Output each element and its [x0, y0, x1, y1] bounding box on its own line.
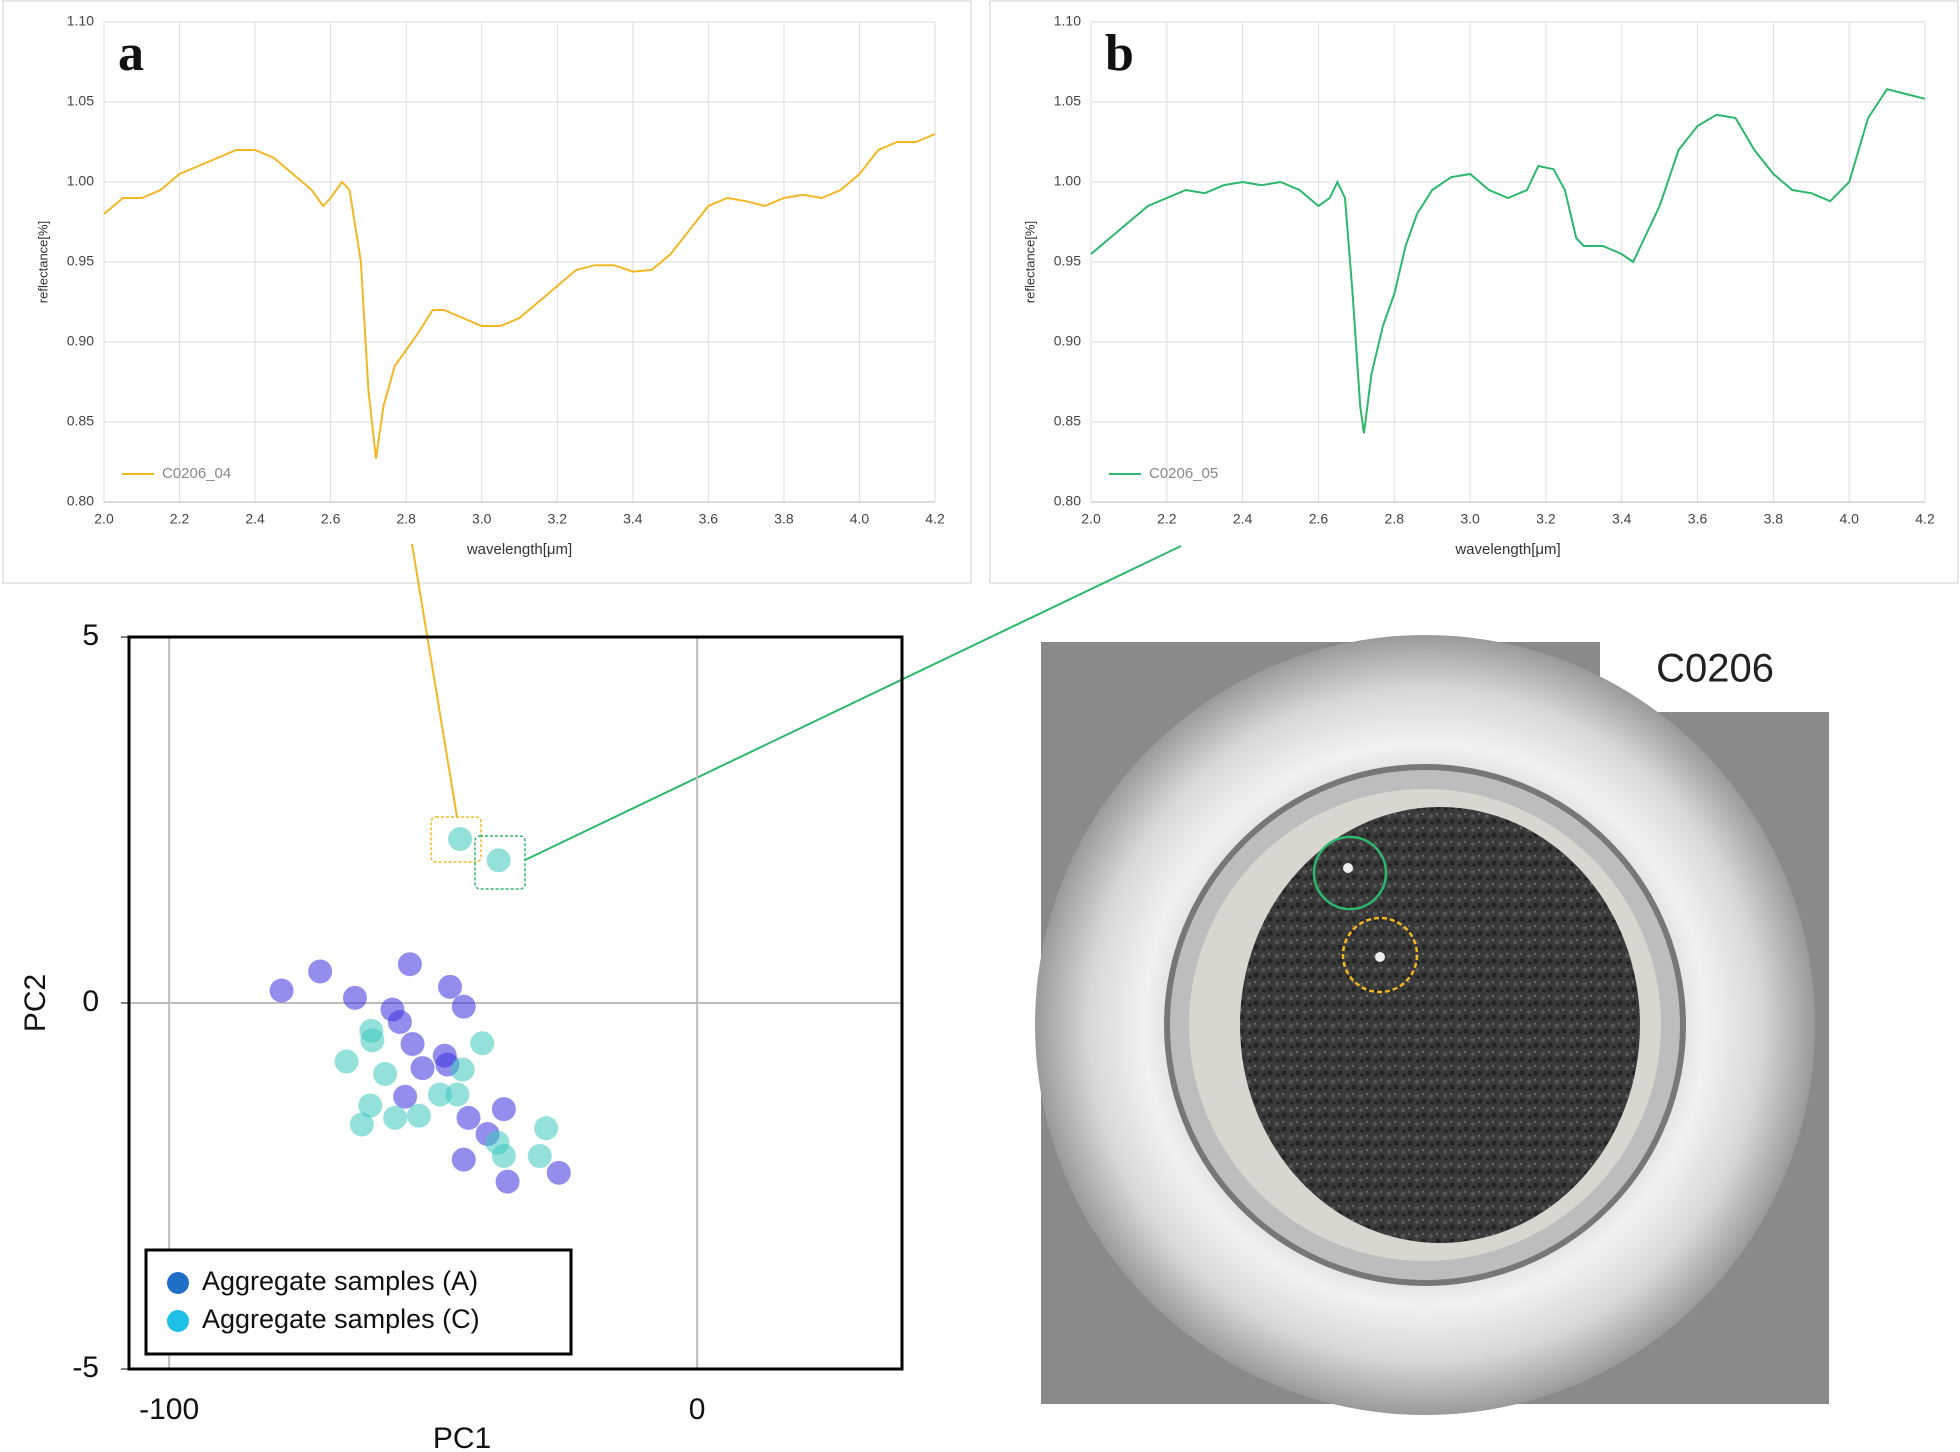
point — [334, 1049, 359, 1074]
x-tick-label: 3.4 — [623, 511, 643, 527]
y-tick-label: 1.00 — [1054, 173, 1081, 189]
x-tick-label: 2.2 — [170, 511, 190, 527]
x-tick-label: 2.6 — [321, 511, 341, 527]
x-axis-title: wavelength[μm] — [1454, 541, 1560, 558]
x-tick-label: -100 — [139, 1393, 199, 1426]
y-tick-label: 0.90 — [67, 333, 94, 349]
x-tick-label: 3.6 — [1688, 511, 1708, 527]
point — [360, 1028, 385, 1053]
y-tick-label: 1.10 — [67, 13, 94, 29]
x-tick-label: 4.0 — [1839, 511, 1859, 527]
point — [410, 1056, 435, 1081]
x-tick-label: 2.8 — [396, 511, 416, 527]
x-tick-label: 3.8 — [1764, 511, 1784, 527]
photo — [1035, 635, 1829, 1415]
x-tick-label: 4.0 — [850, 511, 870, 527]
point — [486, 848, 511, 873]
y-tick-label: 1.05 — [67, 93, 94, 109]
x-tick-label: 3.0 — [472, 511, 492, 527]
point — [485, 1130, 510, 1155]
point — [445, 1082, 470, 1107]
y-tick-label: 0.95 — [1054, 253, 1081, 269]
point — [427, 1082, 452, 1107]
x-tick-label: 2.0 — [1081, 511, 1101, 527]
point — [448, 827, 473, 852]
x-axis-title: wavelength[μm] — [466, 541, 572, 558]
point — [269, 978, 294, 1003]
point — [495, 1169, 520, 1194]
y-tick-label: -5 — [72, 1351, 99, 1384]
photo-label: C0206 — [1656, 647, 1774, 691]
x-tick-label: 0 — [689, 1393, 706, 1426]
x-tick-label: 3.4 — [1612, 511, 1632, 527]
x-tick-label: 3.2 — [548, 511, 568, 527]
x-tick-label: 4.2 — [1915, 511, 1935, 527]
point — [546, 1160, 571, 1185]
panel-a-frame — [2, 0, 972, 584]
x-tick-label: 2.4 — [245, 511, 265, 527]
point — [387, 1010, 412, 1035]
point — [383, 1105, 408, 1130]
y-tick-label: 0.90 — [1054, 333, 1081, 349]
point — [308, 959, 333, 984]
legend-box — [144, 1248, 573, 1356]
y-tick-label: 1.00 — [67, 173, 94, 189]
legend-label: C0206_04 — [162, 465, 231, 482]
point — [349, 1112, 374, 1137]
point — [534, 1116, 559, 1141]
point — [393, 1084, 418, 1109]
x-tick-label: 2.2 — [1157, 511, 1177, 527]
y-tick-label: 0.85 — [67, 413, 94, 429]
point — [438, 974, 463, 999]
x-tick-label: 3.0 — [1460, 511, 1480, 527]
panel-b-frame — [989, 0, 1959, 584]
y-tick-label: 5 — [82, 619, 99, 652]
point — [373, 1062, 398, 1087]
x-tick-label: 2.0 — [94, 511, 114, 527]
x-tick-label: 2.8 — [1385, 511, 1405, 527]
y-tick-label: 0.95 — [67, 253, 94, 269]
legend-marker — [167, 1272, 189, 1294]
legend-label: C0206_05 — [1149, 465, 1218, 482]
x-tick-label: 3.8 — [774, 511, 794, 527]
y-tick-label: 0.80 — [1054, 493, 1081, 509]
legend-marker — [167, 1310, 189, 1332]
x-tick-label: 2.6 — [1309, 511, 1329, 527]
connectors — [411, 543, 1182, 890]
x-axis-title: PC1 — [433, 1422, 491, 1452]
point — [450, 1057, 475, 1082]
point — [456, 1105, 481, 1130]
x-tick-label: 3.2 — [1536, 511, 1556, 527]
x-tick-label: 3.6 — [699, 511, 719, 527]
y-axis-title: PC2 — [19, 974, 52, 1032]
plot-frame — [127, 635, 904, 1371]
point — [406, 1103, 431, 1128]
x-tick-label: 4.2 — [925, 511, 945, 527]
y-tick-label: 0.80 — [67, 493, 94, 509]
point — [527, 1143, 552, 1168]
point — [358, 1093, 383, 1118]
spectrum-line — [1090, 88, 1926, 434]
legend-label: Aggregate samples (A) — [202, 1266, 478, 1296]
y-axis-title: reflectance[%] — [1022, 221, 1037, 303]
y-tick-label: 0.85 — [1054, 413, 1081, 429]
y-tick-label: 1.05 — [1054, 93, 1081, 109]
panel-letter: b — [1105, 25, 1134, 82]
point — [397, 952, 422, 977]
legend-label: Aggregate samples (C) — [202, 1304, 480, 1334]
y-axis-title: reflectance[%] — [35, 221, 50, 303]
point — [470, 1031, 495, 1056]
x-tick-label: 2.4 — [1233, 511, 1253, 527]
y-tick-label: 1.10 — [1054, 13, 1081, 29]
point — [400, 1031, 425, 1056]
point — [451, 994, 476, 1019]
point — [451, 1147, 476, 1172]
point — [491, 1097, 516, 1122]
y-tick-label: 0 — [82, 985, 99, 1018]
panel-letter: a — [118, 25, 144, 82]
point — [342, 985, 367, 1010]
spectrum-line — [103, 133, 936, 459]
